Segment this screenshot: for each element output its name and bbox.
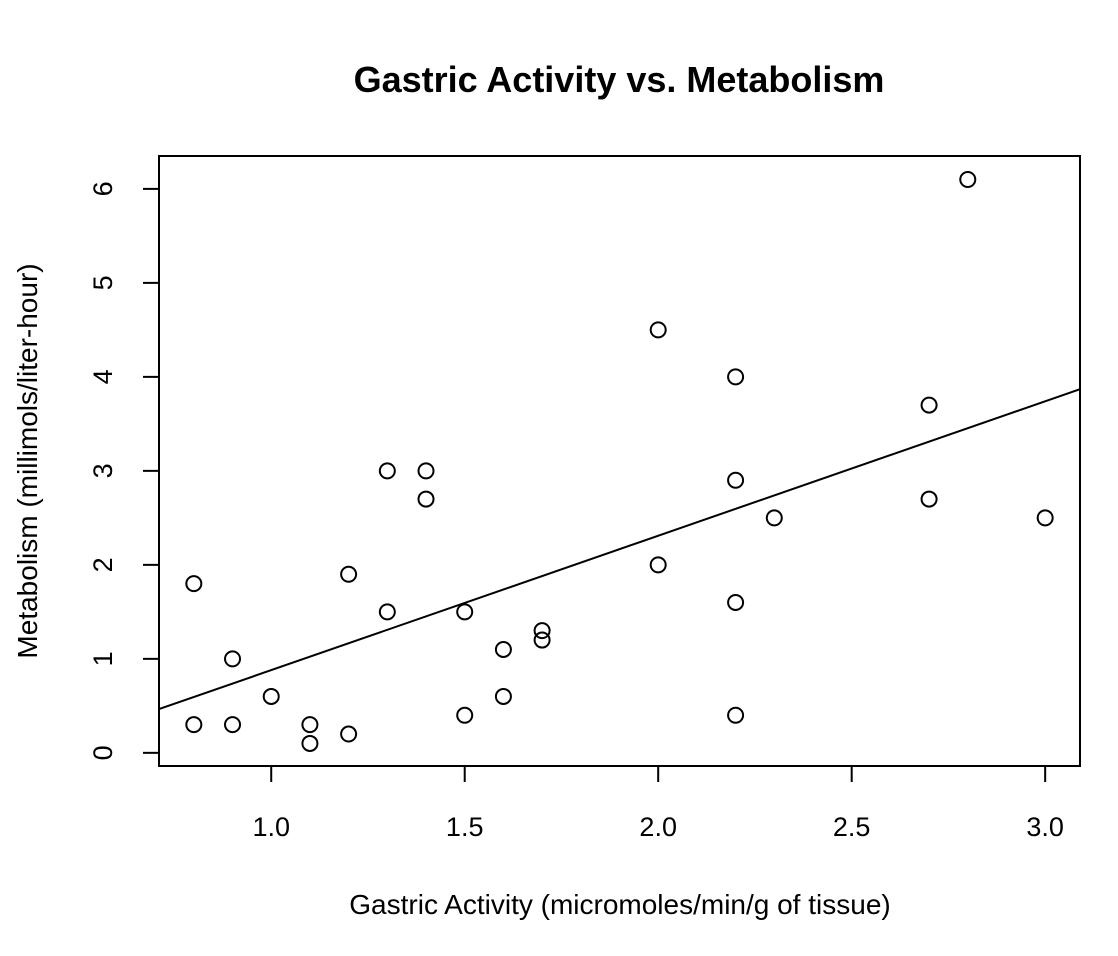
x-tick-label: 1.5 bbox=[446, 812, 484, 842]
data-point bbox=[262, 687, 280, 705]
y-axis: 0 1 2 3 4 5 6 bbox=[88, 181, 160, 760]
data-point bbox=[340, 565, 358, 583]
data-point bbox=[224, 650, 242, 668]
y-tick-label: 1 bbox=[88, 651, 118, 666]
data-point bbox=[959, 170, 977, 188]
data-point bbox=[533, 631, 551, 649]
regression-line bbox=[158, 388, 1081, 711]
data-point bbox=[417, 490, 435, 508]
data-point bbox=[533, 622, 551, 640]
data-point bbox=[727, 593, 745, 611]
x-axis: 1.0 1.5 2.0 2.5 3.0 bbox=[252, 765, 1064, 842]
data-point bbox=[456, 706, 474, 724]
data-point bbox=[224, 716, 242, 734]
data-points bbox=[185, 170, 1054, 752]
data-point bbox=[456, 603, 474, 621]
y-tick-label: 4 bbox=[88, 369, 118, 384]
data-point bbox=[378, 603, 396, 621]
data-point bbox=[649, 556, 667, 574]
data-point bbox=[378, 462, 396, 480]
y-tick-label: 0 bbox=[88, 745, 118, 760]
y-tick-label: 2 bbox=[88, 557, 118, 572]
x-tick-label: 2.5 bbox=[833, 812, 871, 842]
data-point bbox=[494, 640, 512, 658]
y-tick-label: 5 bbox=[88, 275, 118, 290]
x-axis-label: Gastric Activity (micromoles/min/g of ti… bbox=[349, 889, 890, 920]
data-point bbox=[920, 396, 938, 414]
y-tick-label: 3 bbox=[88, 463, 118, 478]
x-tick-label: 2.0 bbox=[639, 812, 677, 842]
data-point bbox=[301, 734, 319, 752]
y-tick-label: 6 bbox=[88, 181, 118, 196]
data-point bbox=[765, 509, 783, 527]
data-point bbox=[185, 575, 203, 593]
data-point bbox=[494, 687, 512, 705]
data-point bbox=[417, 462, 435, 480]
plot-frame bbox=[158, 155, 1081, 767]
x-tick-label: 1.0 bbox=[252, 812, 290, 842]
y-axis-label: Metabolism (millimols/liter-hour) bbox=[12, 263, 43, 658]
data-point bbox=[340, 725, 358, 743]
data-point bbox=[185, 716, 203, 734]
chart-title: Gastric Activity vs. Metabolism bbox=[354, 59, 885, 100]
data-point bbox=[301, 716, 319, 734]
data-point bbox=[727, 368, 745, 386]
regression-line-group bbox=[158, 388, 1081, 711]
data-point bbox=[727, 706, 745, 724]
x-tick-label: 3.0 bbox=[1026, 812, 1064, 842]
data-point bbox=[1036, 509, 1054, 527]
data-point bbox=[727, 471, 745, 489]
data-point bbox=[920, 490, 938, 508]
data-point bbox=[649, 321, 667, 339]
